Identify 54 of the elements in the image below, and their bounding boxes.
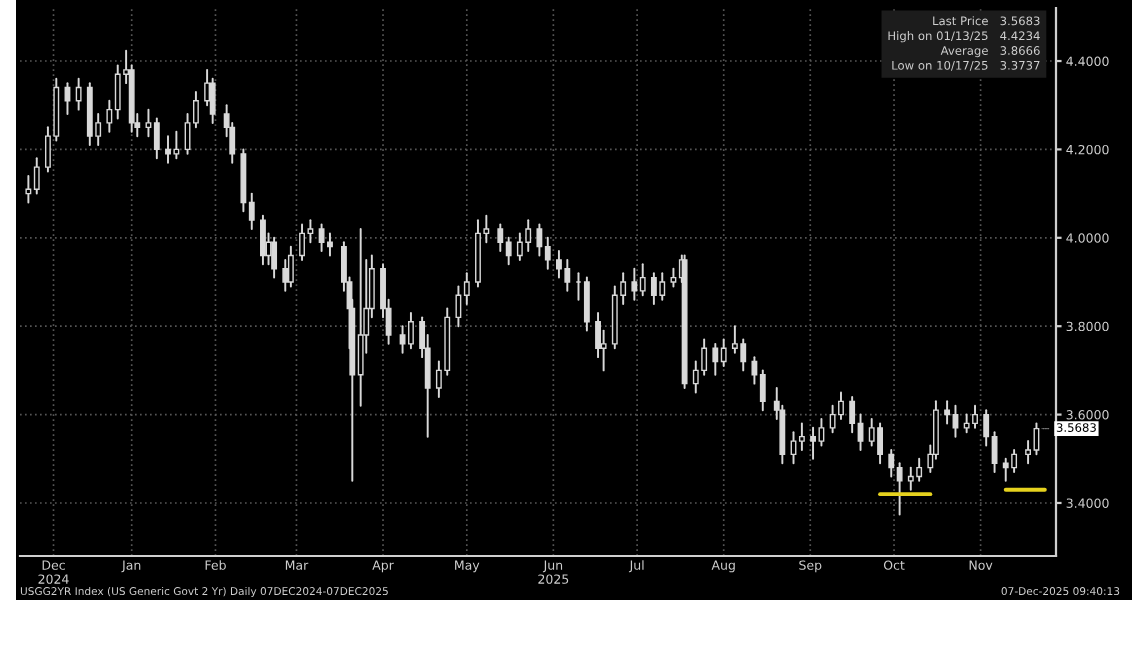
candlestick: [536, 223, 543, 257]
candlestick: [740, 338, 747, 372]
candlestick: [287, 245, 294, 288]
candlestick: [659, 272, 666, 301]
candlestick: [33, 157, 40, 195]
candlestick: [701, 338, 708, 376]
candlestick: [525, 219, 532, 253]
candlestick: [972, 404, 978, 429]
candlestick: [357, 228, 364, 407]
candlestick: [907, 466, 914, 491]
candlestick: [282, 258, 289, 292]
candlestick: [516, 232, 523, 261]
candlestick: [327, 232, 333, 257]
candlestick: [505, 236, 512, 266]
candlestick: [810, 426, 816, 460]
candlestick: [650, 272, 657, 306]
candlestick: [944, 400, 951, 425]
candlestick: [877, 422, 884, 465]
candlestick: [271, 236, 278, 279]
candlestick: [173, 130, 180, 160]
candlestick: [868, 418, 875, 447]
candlestick: [497, 223, 504, 253]
candlestick: [720, 338, 727, 367]
candlestick: [564, 258, 571, 292]
candlestick: [260, 214, 266, 266]
candlestick: [399, 325, 406, 354]
candlestick: [583, 276, 590, 332]
candlestick: [731, 325, 738, 354]
candlestick: [639, 263, 646, 297]
candlestick: [1011, 448, 1018, 473]
candlestick: [798, 422, 805, 451]
candlestick: [712, 342, 719, 376]
candlestick: [408, 311, 414, 350]
candlestick: [299, 223, 305, 261]
candlestick: [600, 329, 607, 372]
candlestick: [849, 395, 856, 434]
candlestick: [209, 77, 216, 124]
candlestick: [75, 77, 82, 111]
candlestick: [318, 223, 325, 253]
candlestick: [204, 68, 211, 107]
candlestick: [455, 285, 462, 328]
candlestick: [631, 267, 638, 301]
candlestick: [916, 457, 923, 482]
candlestick: [556, 250, 562, 279]
candlestick: [759, 369, 766, 412]
candlestick: [1002, 457, 1009, 482]
candlestick: [544, 236, 551, 270]
candlestick: [25, 174, 32, 204]
candlestick: [888, 448, 895, 478]
candlestick: [153, 117, 160, 160]
candlestick: [114, 64, 121, 120]
candlestick: [829, 404, 836, 434]
candlestick: [165, 135, 171, 164]
candlestick: [896, 462, 903, 516]
